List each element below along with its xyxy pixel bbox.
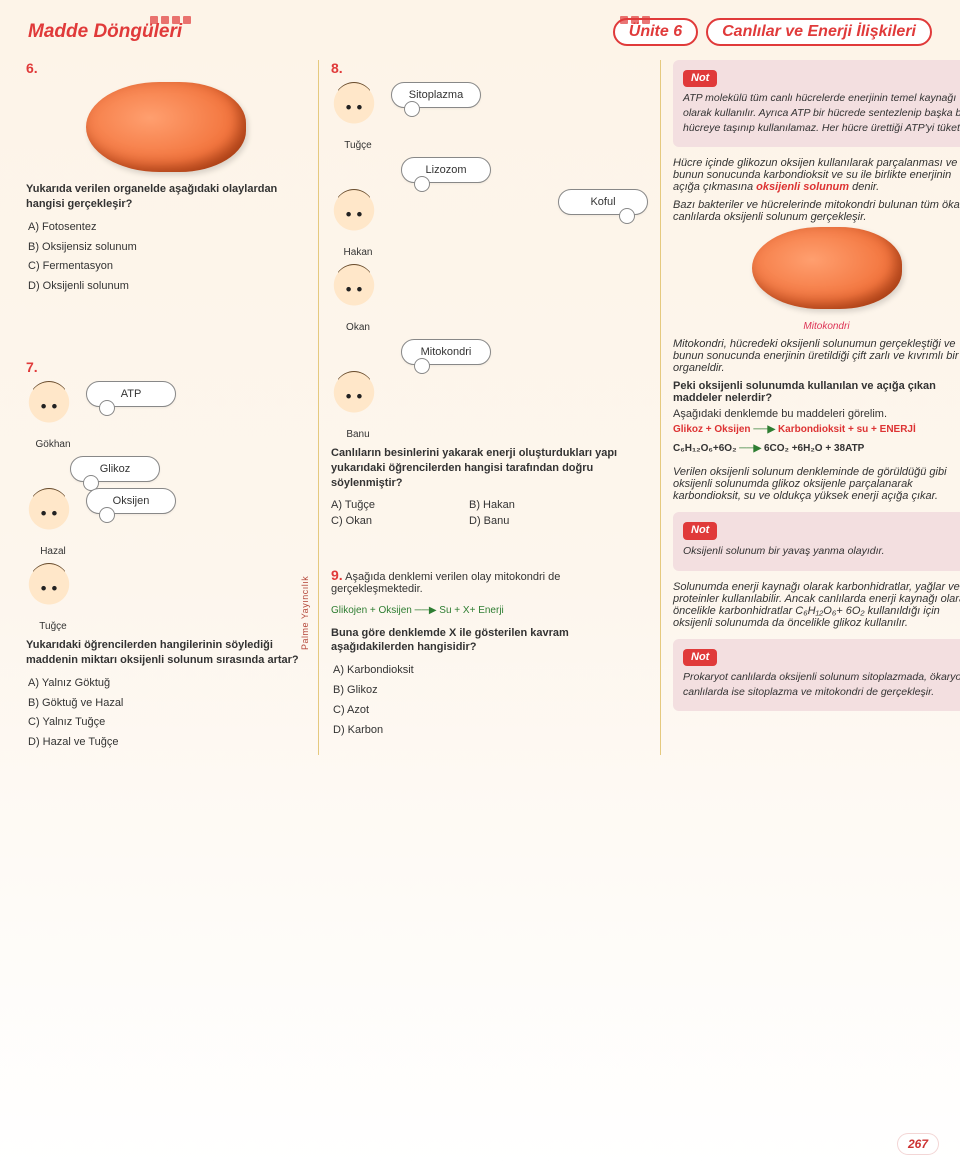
name-tugce-q8: Tuğçe <box>331 140 385 151</box>
q7-options: A) Yalnız Göktuğ B) Göktuğ ve Hazal C) Y… <box>28 676 306 750</box>
avatar-banu <box>331 371 377 427</box>
q8-number: 8. <box>331 60 648 76</box>
column-1: 6. Yukarıda verilen organelde aşağıdaki … <box>26 60 306 755</box>
q7-opt-a[interactable]: A) Yalnız Göktuğ <box>28 676 306 691</box>
note3-text: Prokaryot canlılarda oksijenli solunum s… <box>683 670 960 699</box>
q8-options: A) Tuğçe B) Hakan C) Okan D) Banu <box>331 499 648 527</box>
q6-options: A) Fotosentez B) Oksijensiz solunum C) F… <box>28 220 306 294</box>
q8-opt-c[interactable]: C) Okan <box>331 515 441 527</box>
subject-pill: Canlılar ve Enerji İlişkileri <box>706 18 932 46</box>
q8-opt-a[interactable]: A) Tuğçe <box>331 499 441 511</box>
q9-options: A) Karbondioksit B) Glikoz C) Azot D) Ka… <box>333 663 648 737</box>
note-1: Not ATP molekülü tüm canlı hücrelerde en… <box>673 60 960 147</box>
question-6: 6. Yukarıda verilen organelde aşağıdaki … <box>26 60 306 299</box>
avatar-tugce-q7 <box>26 563 72 619</box>
q9-equation: Glikojen + Oksijen ──▶ Su + X+ Enerji <box>331 605 648 616</box>
note-badge-1: Not <box>683 70 717 87</box>
q9-prompt: Buna göre denklemde X ile gösterilen kav… <box>331 626 648 656</box>
bubble-oksijen: Oksijen <box>86 488 176 514</box>
equation-formula: C₆H₁₂O₆+6O₂ ──▶ 6CO₂ +6H₂O + 38ATP <box>673 443 960 454</box>
header-right: Ünite 6 Canlılar ve Enerji İlişkileri <box>613 18 932 46</box>
q9-opt-a[interactable]: A) Karbondioksit <box>333 663 648 678</box>
bubble-glikoz: Glikoz <box>70 456 160 482</box>
q8-prompt: Canlıların besinlerini yakarak enerji ol… <box>331 446 648 491</box>
q9-lead: Aşağıda denklemi verilen olay mitokondri… <box>331 571 560 595</box>
q6-opt-d[interactable]: D) Oksijenli solunum <box>28 279 306 294</box>
name-tugce-q7: Tuğçe <box>26 621 80 632</box>
para-mito-def: Mitokondri, hücredeki oksijenli solunumu… <box>673 338 960 374</box>
page-header: Madde Döngüleri Ünite 6 Canlılar ve Ener… <box>0 0 960 54</box>
mitochondria-illustration-2 <box>752 227 902 309</box>
bubble-mitokondri: Mitokondri <box>401 339 491 365</box>
name-hazal: Hazal <box>26 546 80 557</box>
subhead-question: Peki oksijenli solunumda kullanılan ve a… <box>673 380 960 404</box>
header-topic: Madde Döngüleri <box>28 21 182 43</box>
q6-opt-c[interactable]: C) Fermentasyon <box>28 259 306 274</box>
q6-number: 6. <box>26 60 306 76</box>
avatar-gokhan <box>26 381 72 437</box>
q9-opt-c[interactable]: C) Azot <box>333 703 648 718</box>
page-number: 267 <box>898 1134 938 1154</box>
q7-number: 7. <box>26 359 306 375</box>
q7-opt-b[interactable]: B) Göktuğ ve Hazal <box>28 696 306 711</box>
q6-opt-b[interactable]: B) Oksijensiz solunum <box>28 240 306 255</box>
note-badge-3: Not <box>683 649 717 666</box>
name-gokhan: Gökhan <box>26 439 80 450</box>
name-banu: Banu <box>331 429 385 440</box>
mitochondria-illustration <box>86 82 246 172</box>
avatar-hazal <box>26 488 72 544</box>
question-8: 8. Tuğçe Sitoplazma Lizozom Hakan Koful … <box>331 60 648 527</box>
bubble-atp: ATP <box>86 381 176 407</box>
para-energy-source: Solunumda enerji kaynağı olarak karbonhi… <box>673 581 960 629</box>
note-2: Not Oksijenli solunum bir yavaş yanma ol… <box>673 512 960 570</box>
q7-prompt: Yukarıdaki öğrencilerden hangilerinin sö… <box>26 638 306 668</box>
avatar-tugce-q8 <box>331 82 377 138</box>
bubble-sitoplazma: Sitoplazma <box>391 82 481 108</box>
q8-opt-b[interactable]: B) Hakan <box>469 499 579 511</box>
bubble-lizozom: Lizozom <box>401 157 491 183</box>
equation-words: Glikoz + Oksijen ──▶ Karbondioksit + su … <box>673 424 960 435</box>
decor-squares-left <box>150 16 191 24</box>
name-okan: Okan <box>331 322 385 333</box>
q9-opt-b[interactable]: B) Glikoz <box>333 683 648 698</box>
column-3: Not ATP molekülü tüm canlı hücrelerde en… <box>660 60 960 755</box>
note-3: Not Prokaryot canlılarda oksijenli solun… <box>673 639 960 712</box>
note-badge-2: Not <box>683 522 717 539</box>
q7-opt-c[interactable]: C) Yalnız Tuğçe <box>28 715 306 730</box>
para-bakteriler: Bazı bakteriler ve hücrelerinde mitokond… <box>673 199 960 223</box>
q6-prompt: Yukarıda verilen organelde aşağıdaki ola… <box>26 182 306 212</box>
q8-opt-d[interactable]: D) Banu <box>469 515 579 527</box>
question-9: 9. Aşağıda denklemi verilen olay mitokon… <box>331 567 648 743</box>
avatar-okan <box>331 264 377 320</box>
note1-text: ATP molekülü tüm canlı hücrelerde enerji… <box>683 91 960 135</box>
name-hakan: Hakan <box>331 247 385 258</box>
para-denklem-expl: Verilen oksijenli solunum denkleminde de… <box>673 466 960 502</box>
decor-squares-right <box>620 16 650 24</box>
q9-number: 9. <box>331 567 343 583</box>
question-7: 7. Gökhan ATP Glikoz Hazal Oksijen Tuğçe… <box>26 359 306 755</box>
note2-text: Oksijenli solunum bir yavaş yanma olayıd… <box>683 544 960 559</box>
q9-opt-d[interactable]: D) Karbon <box>333 723 648 738</box>
bubble-koful: Koful <box>558 189 648 215</box>
q6-opt-a[interactable]: A) Fotosentez <box>28 220 306 235</box>
para-oksijenli-solunum: Hücre içinde glikozun oksijen kullanılar… <box>673 157 960 193</box>
mito-caption: Mitokondri <box>673 321 960 332</box>
publisher-side-label: Palme Yayıncılık <box>300 576 310 650</box>
avatar-hakan <box>331 189 377 245</box>
q7-opt-d[interactable]: D) Hazal ve Tuğçe <box>28 735 306 750</box>
subhead-follow: Aşağıdaki denklemde bu maddeleri görelim… <box>673 408 960 420</box>
column-2: 8. Tuğçe Sitoplazma Lizozom Hakan Koful … <box>318 60 648 755</box>
